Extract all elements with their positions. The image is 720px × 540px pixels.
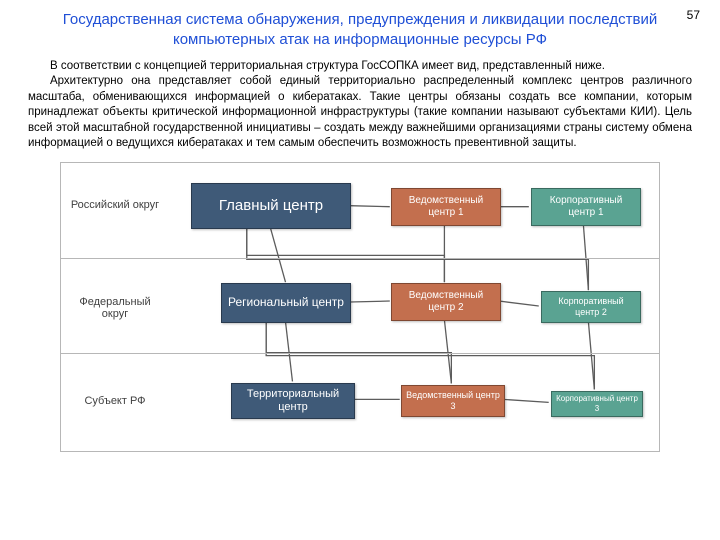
edge <box>247 228 445 282</box>
row-divider <box>61 353 659 354</box>
paragraph-2: Архитектурно она представляет собой един… <box>28 74 692 152</box>
node-a3: Ведомственный центр 3 <box>401 385 505 417</box>
row-label: Российский округ <box>67 199 163 212</box>
hierarchy-diagram: Российский округ Федеральный округ Субъект… <box>60 162 660 452</box>
edge <box>499 301 539 306</box>
body-text: В соответствии с концепцией территориаль… <box>28 59 692 152</box>
node-c2: Корпоративный центр 2 <box>541 291 641 323</box>
node-main: Главный центр <box>191 183 351 229</box>
paragraph-1: В соответствии с концепцией территориаль… <box>28 59 692 75</box>
edge <box>266 321 594 389</box>
row-divider <box>61 258 659 259</box>
row-label: Субъект РФ <box>67 395 163 408</box>
edge <box>350 301 390 302</box>
edge <box>444 320 451 384</box>
edge <box>286 321 293 381</box>
edge <box>350 205 390 206</box>
edge <box>588 321 594 389</box>
edge <box>503 399 549 402</box>
slide-page: 57 Государственная система обнаружения, … <box>0 0 720 540</box>
node-terr: Территориальный центр <box>231 383 355 419</box>
page-number: 57 <box>687 8 700 22</box>
edge <box>271 228 286 282</box>
node-reg: Региональный центр <box>221 283 351 323</box>
node-a1: Ведомственный центр 1 <box>391 188 501 226</box>
node-c3: Корпоративный центр 3 <box>551 391 643 417</box>
node-a2: Ведомственный центр 2 <box>391 283 501 321</box>
node-c1: Корпоративный центр 1 <box>531 188 641 226</box>
page-title: Государственная система обнаружения, пре… <box>38 10 682 51</box>
edge <box>247 228 589 290</box>
row-label: Федеральный округ <box>67 296 163 321</box>
diagram-container: Российский округ Федеральный округ Субъект… <box>28 162 692 452</box>
